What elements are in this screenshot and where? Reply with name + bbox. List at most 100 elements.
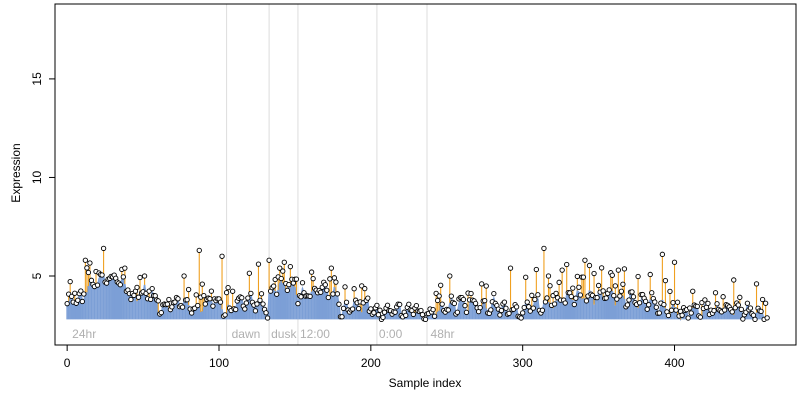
data-point-181 (339, 314, 345, 320)
data-point-2 (67, 278, 73, 285)
data-point-20 (94, 282, 101, 288)
data-point-14 (85, 269, 92, 276)
data-point-376 (635, 273, 641, 280)
data-point-62 (158, 309, 164, 316)
data-point-105 (223, 290, 230, 296)
data-point-401 (673, 307, 679, 313)
data-point-443 (737, 294, 743, 300)
data-point-461 (764, 315, 770, 321)
data-point-399 (670, 299, 676, 306)
region-label-5: 48hr (431, 327, 455, 341)
data-point-188 (349, 306, 356, 312)
data-point-242 (431, 313, 438, 319)
data-point-329 (564, 261, 570, 268)
data-point-73 (175, 296, 181, 302)
data-point-13 (84, 265, 90, 271)
data-point-142 (280, 268, 286, 274)
data-point-216 (392, 309, 398, 315)
data-point-198 (365, 295, 371, 301)
x-axis-label: Sample index (389, 376, 462, 390)
data-point-200 (368, 306, 374, 312)
data-point-9 (78, 288, 84, 294)
region-label-4: 0:00 (379, 327, 403, 341)
data-point-255 (451, 300, 458, 307)
data-point-454 (753, 281, 760, 287)
data-point-347 (591, 270, 597, 277)
data-point-91 (202, 301, 208, 307)
data-point-400 (671, 259, 678, 265)
data-point-234 (419, 311, 426, 318)
data-point-308 (532, 296, 538, 303)
data-point-353 (600, 288, 606, 294)
data-point-223 (403, 312, 409, 319)
data-point-176 (331, 275, 338, 281)
data-point-411 (688, 310, 694, 316)
data-point-245 (436, 293, 442, 299)
data-point-251 (445, 307, 451, 313)
data-point-257 (454, 309, 461, 315)
data-point-253 (448, 293, 454, 299)
data-point-121 (248, 290, 254, 297)
data-point-318 (547, 283, 553, 289)
data-point-230 (413, 302, 420, 309)
data-point-426 (711, 307, 717, 314)
data-point-427 (712, 290, 719, 296)
data-point-128 (258, 291, 265, 297)
data-point-12 (82, 257, 89, 263)
data-point-37 (120, 274, 126, 280)
data-point-344 (586, 262, 593, 269)
data-point-189 (351, 286, 357, 292)
data-point-205 (375, 312, 382, 318)
data-point-355 (603, 295, 609, 301)
data-point-15 (87, 260, 93, 266)
data-point-385 (649, 290, 655, 296)
data-point-372 (629, 289, 635, 295)
data-point-364 (617, 293, 623, 299)
data-point-275 (482, 297, 488, 304)
data-point-432 (720, 294, 726, 300)
data-point-192 (356, 305, 362, 312)
data-point-106 (225, 285, 231, 291)
data-point-458 (759, 296, 766, 303)
data-point-310 (535, 292, 541, 298)
data-point-334 (571, 301, 577, 308)
data-point-349 (594, 294, 600, 301)
data-point-417 (697, 314, 703, 320)
data-point-335 (573, 295, 579, 301)
x-tick-label-300: 300 (513, 356, 533, 370)
data-point-162 (310, 276, 316, 282)
data-point-448 (744, 300, 751, 306)
data-point-350 (595, 282, 602, 289)
data-point-58 (152, 293, 158, 299)
data-point-367 (621, 266, 628, 272)
data-point-309 (533, 266, 539, 273)
data-point-179 (336, 301, 342, 307)
y-tick-label-5: 5 (30, 272, 44, 279)
data-point-44 (131, 292, 137, 299)
data-point-86 (195, 302, 201, 309)
data-point-412 (690, 288, 696, 294)
data-point-96 (210, 303, 216, 309)
data-point-147 (287, 264, 294, 270)
data-point-392 (659, 251, 666, 257)
data-point-90 (201, 292, 207, 299)
data-point-362 (614, 296, 620, 302)
data-point-56 (149, 285, 155, 292)
data-point-365 (618, 288, 625, 294)
data-point-317 (545, 273, 552, 279)
data-point-444 (738, 306, 744, 313)
data-point-326 (559, 267, 565, 273)
data-point-225 (406, 301, 412, 307)
y-axis-label: Expression (9, 143, 23, 202)
data-point-211 (384, 302, 391, 308)
data-point-77 (181, 273, 187, 279)
data-point-125 (254, 301, 260, 307)
data-point-155 (299, 280, 306, 286)
data-point-337 (576, 284, 582, 290)
data-point-129 (260, 301, 266, 307)
data-point-80 (185, 286, 192, 293)
data-point-236 (422, 316, 429, 323)
data-point-261 (460, 296, 467, 303)
data-point-460 (762, 300, 769, 306)
